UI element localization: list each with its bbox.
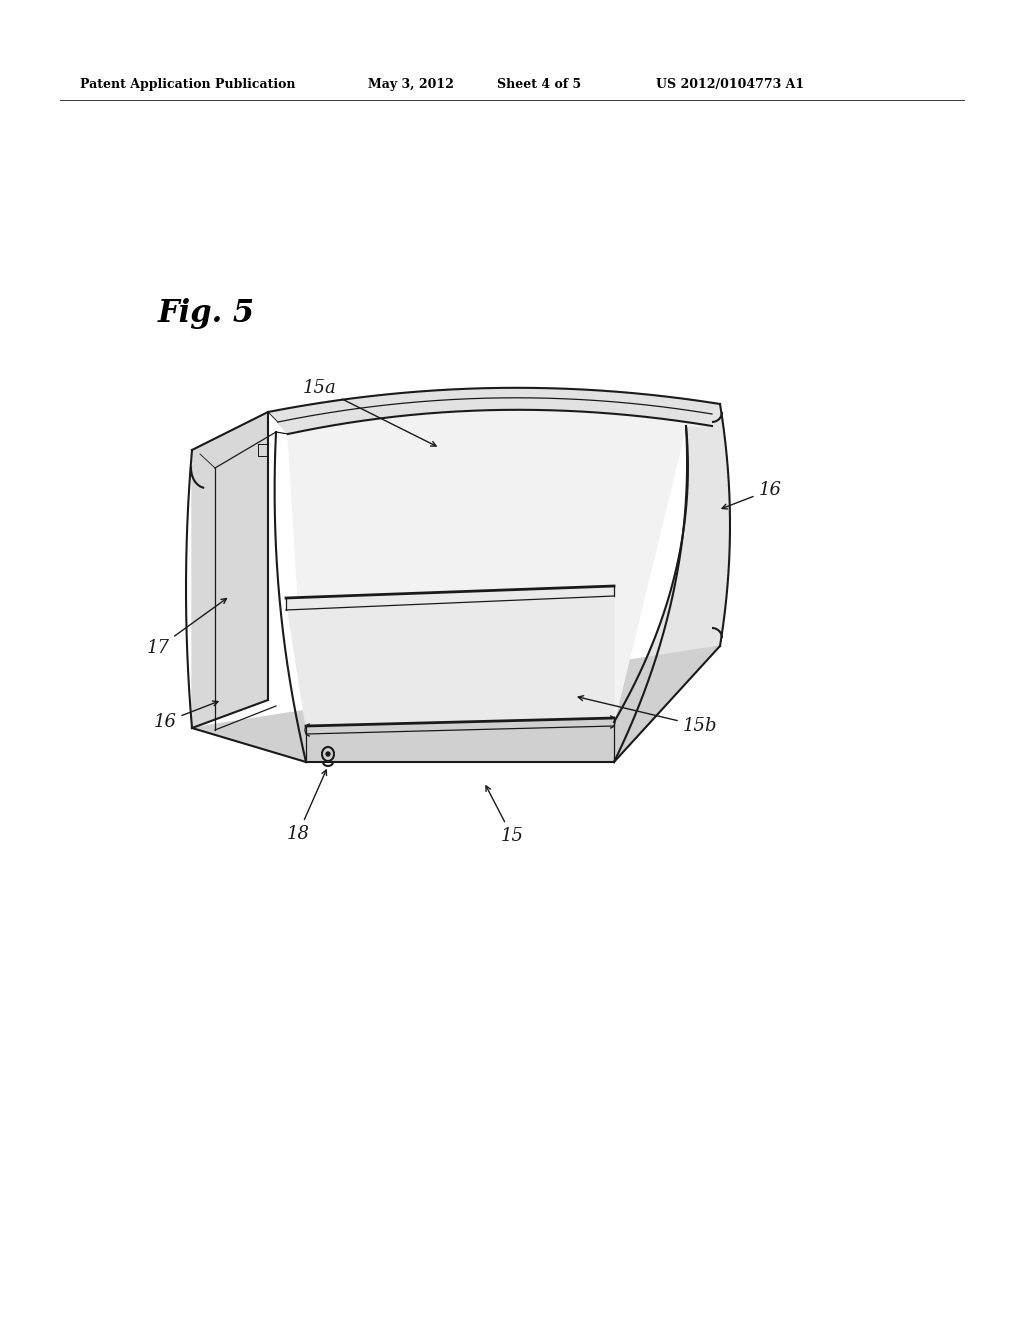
Polygon shape [268, 388, 720, 434]
Text: 17: 17 [146, 598, 226, 657]
Text: 15b: 15b [579, 696, 717, 735]
Text: May 3, 2012: May 3, 2012 [368, 78, 454, 91]
Text: US 2012/0104773 A1: US 2012/0104773 A1 [656, 78, 804, 91]
Text: 15a: 15a [303, 379, 436, 446]
Text: 16: 16 [722, 480, 781, 510]
Polygon shape [288, 409, 712, 726]
Text: Fig. 5: Fig. 5 [158, 298, 255, 329]
Polygon shape [614, 404, 730, 722]
Text: 15: 15 [486, 785, 523, 845]
Text: Sheet 4 of 5: Sheet 4 of 5 [497, 78, 582, 91]
Text: Patent Application Publication: Patent Application Publication [80, 78, 296, 91]
Text: 16: 16 [154, 701, 218, 731]
Polygon shape [286, 586, 614, 726]
Text: 18: 18 [287, 770, 327, 843]
Polygon shape [193, 645, 720, 762]
Polygon shape [193, 412, 268, 729]
Circle shape [326, 752, 330, 756]
